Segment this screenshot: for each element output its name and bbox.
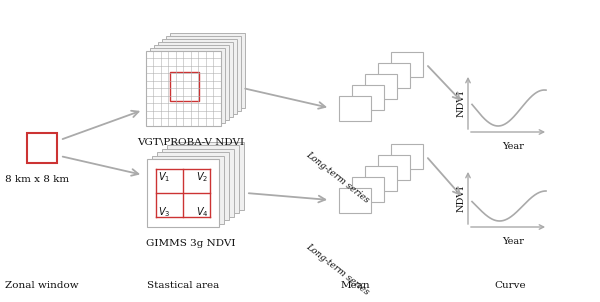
Bar [170,72,199,101]
Text: Zonal window: Zonal window [5,281,79,290]
Bar [172,142,244,210]
Text: $V_1$: $V_1$ [158,170,170,184]
Text: NDVI: NDVI [457,185,466,212]
Bar [339,188,371,213]
Bar [365,73,397,98]
Text: 8 km x 8 km: 8 km x 8 km [5,175,69,184]
Text: Long-term series: Long-term series [304,150,370,205]
Bar [157,41,233,117]
Text: Year: Year [502,237,524,246]
Bar [162,149,234,217]
Bar [154,44,229,120]
Text: Long-term series: Long-term series [304,242,370,297]
Bar [352,176,384,201]
Bar [365,165,397,191]
Bar [27,133,57,163]
Text: Stastical area: Stastical area [147,281,219,290]
Bar [378,63,410,88]
Text: GIMMS 3g NDVI: GIMMS 3g NDVI [146,239,236,248]
Bar [152,156,224,223]
Bar [161,38,236,114]
Bar [391,52,423,76]
Text: NDVI: NDVI [457,89,466,117]
Text: Curve: Curve [494,281,526,290]
Text: $V_4$: $V_4$ [196,205,208,219]
Text: VGT\PROBA-V NDVI: VGT\PROBA-V NDVI [137,137,245,146]
Bar [378,155,410,179]
Bar [149,47,224,123]
Bar [166,36,241,111]
Bar [146,50,221,126]
Bar [339,95,371,120]
Bar [167,145,239,213]
Text: $V_3$: $V_3$ [158,205,170,219]
Bar [170,33,245,108]
Bar [352,85,384,110]
Text: Year: Year [502,142,524,151]
Bar [391,143,423,169]
Bar [157,152,229,220]
Text: $V_2$: $V_2$ [196,170,208,184]
Bar [147,159,219,227]
Text: Mean: Mean [340,281,370,290]
